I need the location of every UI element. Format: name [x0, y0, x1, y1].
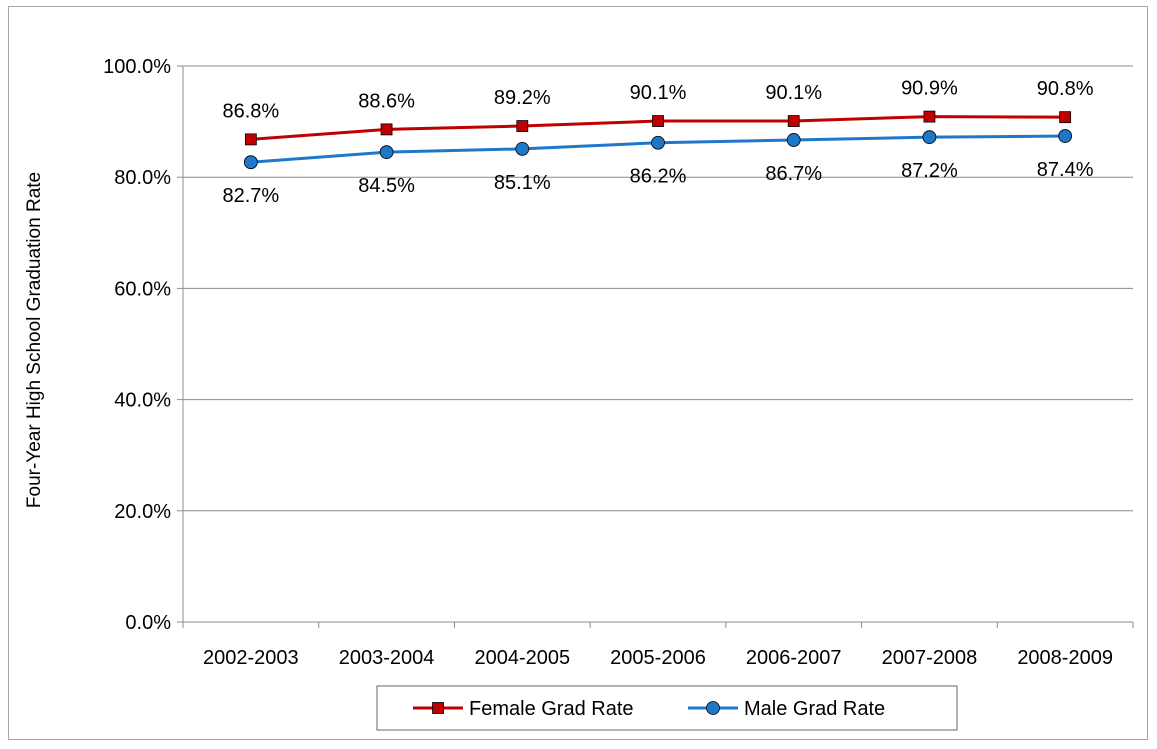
data-point	[923, 110, 936, 123]
y-tick-label: 20.0%	[114, 501, 171, 523]
data-label: 90.9%	[901, 78, 958, 100]
data-label: 87.2%	[901, 160, 958, 182]
y-tick-label: 0.0%	[125, 612, 171, 634]
legend-box	[376, 685, 958, 731]
data-label: 88.6%	[358, 90, 415, 112]
chart-frame	[8, 6, 1148, 740]
data-labels: 86.8% 88.6% 89.2% 90.1% 90.1% 90.9% 90.8% 82.7%…	[222, 78, 1093, 208]
gridlines	[183, 65, 1133, 512]
x-tick-label: 2007-2008	[882, 647, 978, 669]
data-point	[243, 155, 258, 170]
y-tick-label: 80.0%	[114, 167, 171, 189]
x-tick-label: 2008-2009	[1017, 647, 1113, 669]
legend-label: Female Grad Rate	[469, 698, 634, 720]
data-point	[516, 120, 529, 132]
data-point	[787, 115, 800, 127]
data-point	[651, 135, 665, 150]
data-point	[380, 123, 393, 136]
x-tick-label: 2002-2003	[203, 647, 299, 669]
axes: 0.0% 20.0% 40.0% 60.0% 80.0% 100.0% 2002-2003 2…	[103, 56, 1134, 669]
data-label: 84.5%	[358, 175, 415, 197]
data-label: 89.2%	[494, 87, 551, 109]
legend-label: Male Grad Rate	[744, 698, 885, 720]
data-label: 90.8%	[1037, 78, 1094, 100]
legend-marker	[706, 701, 720, 715]
x-tick-label: 2005-2006	[610, 647, 706, 669]
data-point	[786, 133, 801, 147]
data-point	[922, 130, 937, 145]
data-point	[379, 145, 394, 160]
y-tick-label: 40.0%	[114, 390, 171, 412]
data-point	[652, 115, 664, 127]
data-label: 86.2%	[630, 166, 687, 188]
data-label: 86.8%	[222, 100, 279, 122]
data-label: 90.1%	[765, 82, 822, 104]
data-point	[1059, 111, 1072, 124]
y-tick-label: 60.0%	[114, 278, 171, 300]
series-lines	[243, 110, 1073, 170]
data-label: 82.7%	[222, 185, 279, 207]
data-point	[244, 133, 257, 146]
x-tick-label: 2003-2004	[339, 647, 435, 669]
data-point	[515, 141, 530, 156]
legend-marker	[432, 702, 444, 714]
data-point	[1058, 129, 1073, 143]
legend: Female Grad Rate Male Grad Rate	[376, 685, 958, 731]
x-tick-label: 2006-2007	[746, 647, 842, 669]
y-tick-label: 100.0%	[103, 56, 171, 78]
data-label: 86.7%	[765, 163, 822, 185]
y-axis-title: Four-Year High School Graduation Rate	[24, 172, 45, 508]
x-tick-label: 2004-2005	[474, 647, 570, 669]
data-label: 87.4%	[1037, 159, 1094, 181]
data-label: 90.1%	[630, 82, 687, 104]
data-label: 85.1%	[494, 172, 551, 194]
